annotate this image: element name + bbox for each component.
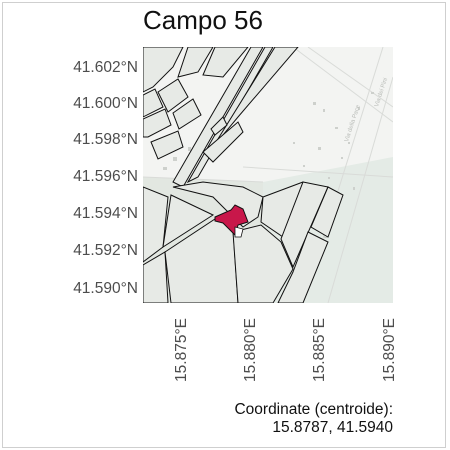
x-tick-wrap: 15.885°E: [310, 318, 330, 388]
x-tick-label: 15.890°E: [381, 318, 399, 382]
y-tick-label: 41.600°N: [73, 96, 138, 112]
x-tick-wrap: 15.875°E: [172, 318, 192, 388]
y-tick-label: 41.596°N: [73, 169, 138, 185]
y-tick-label: 41.594°N: [73, 206, 138, 222]
x-tick-wrap: 15.880°E: [241, 318, 261, 388]
caption-line: 15.8787, 41.5940: [234, 419, 393, 437]
x-tick-wrap: 15.890°E: [380, 318, 400, 388]
x-tick-label: 15.885°E: [311, 318, 329, 382]
x-tick-label: 15.880°E: [242, 318, 260, 382]
y-tick-label: 41.592°N: [73, 243, 138, 259]
x-tick-label: 15.875°E: [173, 318, 191, 382]
caption-line: Coordinate (centroide):: [234, 401, 393, 419]
parcel-map: Via della Pace Via dei Pini Strada Cerva…: [143, 47, 393, 303]
y-tick-label: 41.598°N: [73, 132, 138, 148]
y-tick-label: 41.602°N: [73, 60, 138, 76]
map-title: Campo 56: [143, 5, 263, 36]
map-panel: Via della Pace Via dei Pini Strada Cerva…: [143, 47, 393, 303]
centroid-caption: Coordinate (centroide): 15.8787, 41.5940: [234, 401, 393, 437]
y-tick-label: 41.590°N: [73, 281, 138, 297]
